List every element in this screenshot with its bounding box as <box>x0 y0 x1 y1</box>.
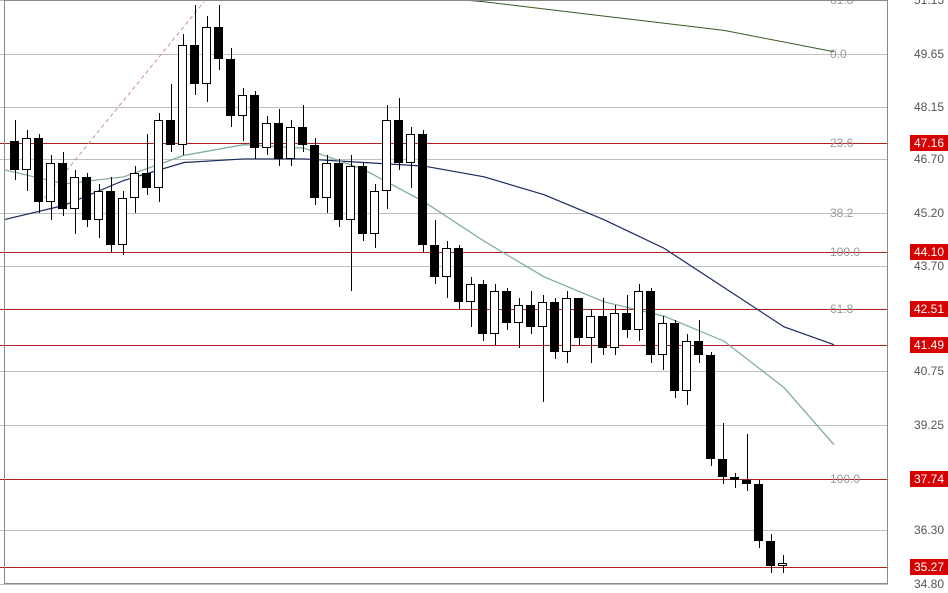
candle-body <box>70 177 79 209</box>
candle-body <box>322 163 331 199</box>
price-chart: { "chart": { "type": "candlestick", "wid… <box>0 0 948 593</box>
candle-wick <box>735 473 736 487</box>
candle-body <box>550 302 559 352</box>
candle-body <box>130 173 139 198</box>
candle-body <box>10 141 19 170</box>
candle-body <box>334 163 343 220</box>
candle-body <box>154 120 163 188</box>
candle-body <box>478 284 487 334</box>
candle-body <box>442 248 451 277</box>
candle-body <box>106 191 115 245</box>
candle-body <box>574 298 583 337</box>
candle-body <box>238 95 247 116</box>
candle-body <box>718 459 727 477</box>
candle-body <box>94 191 103 220</box>
candle-body <box>166 120 175 145</box>
candle-body <box>118 198 127 244</box>
candle-body <box>598 316 607 348</box>
candle-body <box>706 355 715 459</box>
candle-body <box>514 305 523 323</box>
candle-body <box>274 123 283 159</box>
candle-body <box>298 127 307 145</box>
candle-body <box>682 341 691 391</box>
candle-body <box>58 163 67 209</box>
candle-body <box>622 313 631 331</box>
candle-body <box>382 120 391 191</box>
candle-body <box>526 305 535 326</box>
candle-body <box>490 291 499 334</box>
candle-body <box>406 134 415 163</box>
candle-body <box>766 541 775 566</box>
candle-body <box>754 484 763 541</box>
candle-body <box>262 123 271 148</box>
candle-body <box>214 27 223 59</box>
candle-body <box>634 291 643 330</box>
candle-body <box>286 127 295 159</box>
candle-body <box>778 563 787 567</box>
candle-body <box>250 95 259 149</box>
candle-body <box>430 245 439 277</box>
candle-body <box>394 120 403 163</box>
candle-body <box>34 138 43 202</box>
candle-body <box>46 163 55 202</box>
candle-body <box>370 191 379 234</box>
candle-body <box>190 45 199 84</box>
candle-body <box>142 173 151 187</box>
candle-body <box>610 313 619 349</box>
candle-body <box>586 316 595 337</box>
candle-body <box>730 477 739 481</box>
candle-body <box>466 284 475 302</box>
candle-body <box>346 166 355 220</box>
candle-body <box>670 323 679 391</box>
candle-body <box>694 341 703 355</box>
candle-body <box>202 27 211 84</box>
candle-body <box>658 323 667 355</box>
candle-body <box>502 291 511 323</box>
candle-body <box>538 302 547 327</box>
candle-body <box>742 480 751 484</box>
candle-body <box>454 248 463 302</box>
candle-body <box>22 138 31 170</box>
candle-body <box>358 166 367 234</box>
ma-long <box>4 0 834 52</box>
candle-body <box>226 59 235 116</box>
candle-body <box>646 291 655 355</box>
candle-body <box>562 298 571 352</box>
candle-body <box>178 45 187 145</box>
candle-body <box>418 134 427 245</box>
candle-body <box>310 145 319 199</box>
candle-body <box>82 177 91 220</box>
